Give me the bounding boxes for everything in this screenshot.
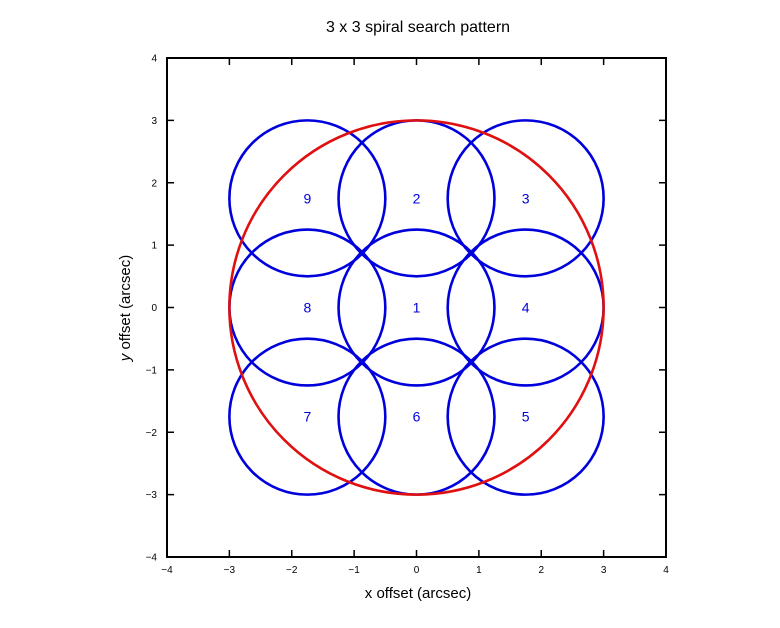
circle-label-7: 7 <box>303 409 311 425</box>
y-tick-label: −4 <box>146 553 158 564</box>
y-tick-label: 3 <box>151 116 157 127</box>
chart-title: 3 x 3 spiral search pattern <box>326 19 510 36</box>
y-tick-label: −2 <box>146 428 158 439</box>
circle-label-5: 5 <box>522 409 530 425</box>
y-tick-label: 1 <box>151 241 157 252</box>
x-tick-label: −4 <box>161 565 173 576</box>
search-circle-9 <box>228 119 387 278</box>
search-circle-5 <box>446 337 605 496</box>
x-tick-label: −2 <box>286 565 298 576</box>
x-tick-label: −3 <box>224 565 236 576</box>
circle-label-9: 9 <box>303 190 311 206</box>
y-tick-label: −1 <box>146 365 158 376</box>
x-tick-label: 1 <box>476 565 482 576</box>
y-tick-label: 0 <box>151 303 157 314</box>
y-tick-label: 4 <box>151 54 157 65</box>
circle-label-8: 8 <box>303 300 311 316</box>
search-circle-7 <box>228 337 387 496</box>
search-circle-3 <box>446 119 605 278</box>
y-axis-label: y offset (arcsec) <box>117 255 134 362</box>
y-tick-label: −3 <box>146 490 158 501</box>
x-tick-label: 0 <box>414 565 420 576</box>
x-tick-label: 3 <box>601 565 607 576</box>
circle-label-2: 2 <box>413 190 421 206</box>
envelope-circle <box>228 119 605 496</box>
x-tick-label: 4 <box>663 565 669 576</box>
plot-area: 1 2 3 4 5 6 7 8 9 −4 −3 −2 −1 0 1 2 3 4 −4 −3 −2 −1 0 1 2 3 4 <box>146 54 670 577</box>
y-axis-label-var: y <box>117 352 134 362</box>
x-tick-label: 2 <box>538 565 544 576</box>
circle-label-1: 1 <box>413 300 421 316</box>
x-tick-label: −1 <box>348 565 360 576</box>
search-circle-1 <box>337 228 496 387</box>
circle-label-4: 4 <box>522 300 530 316</box>
x-axis-label: x offset (arcsec) <box>365 585 471 602</box>
y-axis-label-text: offset (arcsec) <box>117 255 134 354</box>
circle-label-3: 3 <box>522 190 530 206</box>
y-tick-label: 2 <box>151 178 157 189</box>
circle-label-6: 6 <box>413 409 421 425</box>
